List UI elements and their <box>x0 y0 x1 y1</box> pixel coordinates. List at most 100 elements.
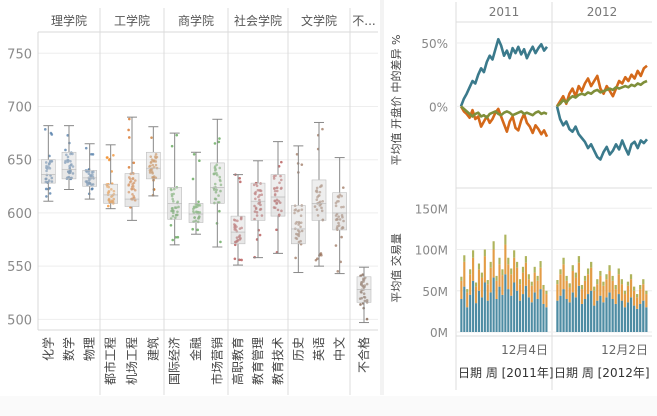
data-point <box>169 223 173 227</box>
data-point <box>340 205 343 209</box>
data-point <box>172 200 175 203</box>
data-point <box>280 160 283 164</box>
data-point <box>215 163 219 167</box>
major-label: 数学 <box>61 337 76 361</box>
data-point <box>272 177 276 180</box>
volume-bar <box>614 303 617 332</box>
data-point <box>43 128 47 131</box>
data-point <box>359 303 362 306</box>
box-upper <box>356 276 372 290</box>
data-point <box>232 218 236 222</box>
volume-bar <box>626 285 630 303</box>
volume-bar <box>602 281 605 286</box>
data-point <box>131 192 134 196</box>
data-point <box>320 206 323 210</box>
data-point <box>297 234 301 238</box>
volume-bar <box>504 274 507 332</box>
data-point <box>278 201 282 204</box>
data-point <box>45 195 48 198</box>
volume-bar <box>516 290 519 332</box>
data-point <box>279 178 283 182</box>
volume-bar <box>639 289 642 304</box>
box-upper <box>82 170 97 179</box>
volume-bar <box>486 284 489 301</box>
data-point <box>218 209 221 213</box>
data-point <box>172 209 175 213</box>
volume-bar <box>593 305 596 332</box>
data-point <box>84 146 88 150</box>
data-point <box>299 225 302 229</box>
data-point <box>47 179 51 182</box>
bottom-y-tick-label: 150M <box>415 202 448 216</box>
volume-bar <box>571 292 574 332</box>
volume-bar <box>599 275 602 296</box>
footer-strip <box>0 396 657 416</box>
volume-bar <box>611 275 614 281</box>
volume-bar <box>466 292 469 308</box>
panel-divider <box>380 0 384 395</box>
data-point <box>132 161 136 165</box>
volume-bar <box>611 280 614 299</box>
volume-bar <box>501 275 504 295</box>
data-point <box>360 291 363 294</box>
data-point <box>66 134 70 137</box>
data-point <box>340 194 343 198</box>
data-point <box>130 185 134 188</box>
data-point <box>66 155 70 159</box>
data-point <box>150 136 153 139</box>
volume-bar <box>636 294 639 298</box>
volume-bar <box>507 264 510 290</box>
volume-bar <box>521 266 525 273</box>
data-point <box>255 184 259 188</box>
data-point <box>196 228 200 232</box>
data-point <box>335 227 339 230</box>
data-point <box>315 198 319 202</box>
volume-bar <box>608 265 611 271</box>
series-line <box>460 105 548 119</box>
data-point <box>71 165 75 168</box>
volume-bar <box>516 267 519 291</box>
volume-bar <box>507 257 510 265</box>
year-header: 2011 <box>489 5 520 19</box>
volume-bar <box>559 274 562 296</box>
box-upper <box>291 205 306 230</box>
data-point <box>275 189 279 193</box>
box-upper <box>210 162 225 188</box>
data-point <box>86 183 89 187</box>
data-point <box>363 296 367 299</box>
major-label: 化学 <box>40 337 55 361</box>
data-point <box>297 220 301 224</box>
volume-bar <box>527 279 530 298</box>
major-label: 都市工程 <box>103 337 118 385</box>
volume-bar <box>636 308 639 332</box>
data-point <box>296 229 300 232</box>
volume-bar <box>539 289 542 332</box>
major-label: 金融 <box>188 337 203 361</box>
volume-bar <box>474 303 478 332</box>
volume-bar <box>571 265 574 271</box>
data-point <box>68 166 72 170</box>
volume-bar <box>518 279 522 285</box>
box-lower <box>61 168 77 180</box>
box-lower <box>230 231 246 245</box>
data-point <box>318 185 322 189</box>
volume-bar <box>466 307 469 332</box>
data-point <box>70 163 73 166</box>
data-point <box>363 284 367 287</box>
group-header-label: 不... <box>352 14 375 28</box>
volume-bar <box>524 262 527 286</box>
volume-bar <box>629 279 633 298</box>
volume-bar <box>565 280 568 299</box>
volume-bar <box>524 285 527 332</box>
data-point <box>213 142 217 145</box>
stock-chart[interactable]: 2011 2012 50% 0% 平均值 开盘价 中的差异 % 150M 100M 50M 0M… <box>384 0 657 395</box>
volume-bar <box>501 269 504 276</box>
data-point <box>127 190 131 194</box>
data-point <box>194 205 198 209</box>
data-point <box>233 243 237 247</box>
volume-bar <box>460 280 463 299</box>
volume-bar <box>533 292 536 332</box>
data-point <box>337 195 340 198</box>
data-point <box>294 256 297 260</box>
